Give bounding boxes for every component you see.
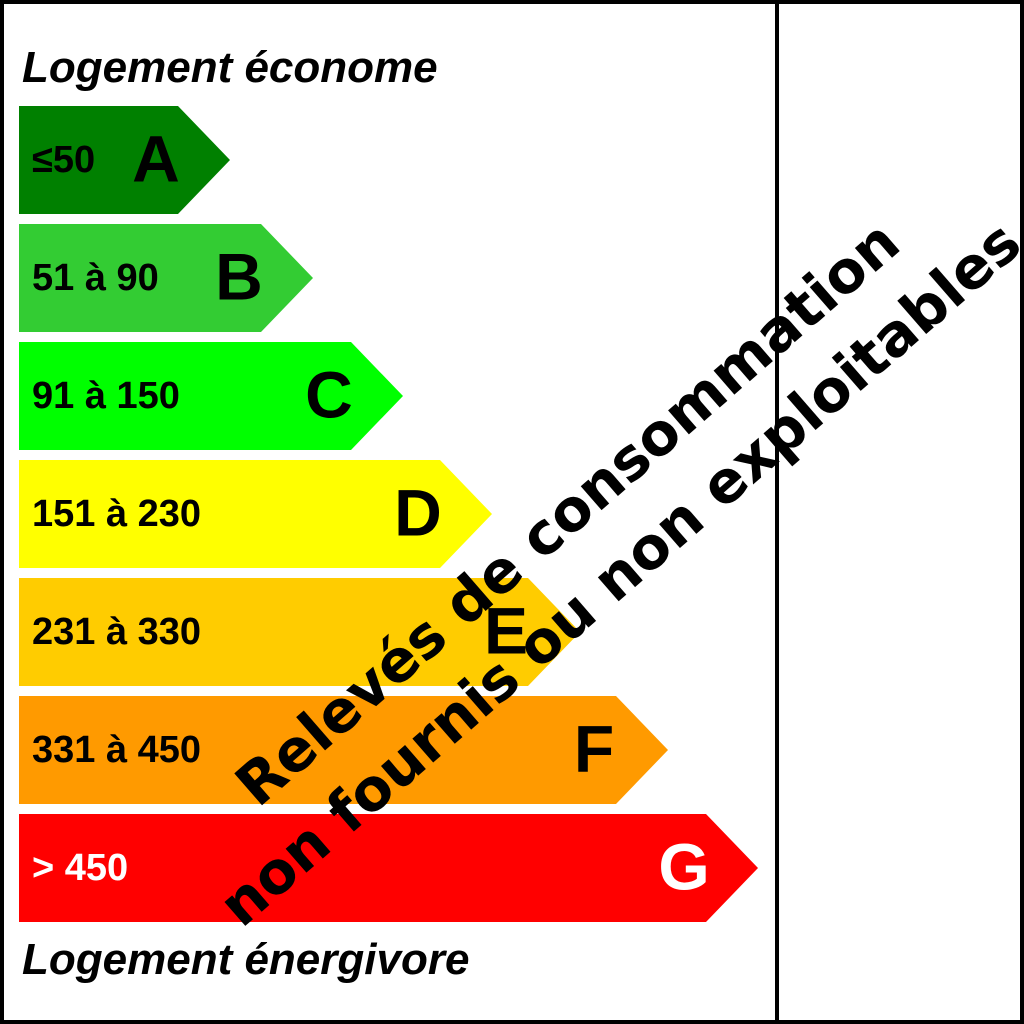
class-bar (19, 814, 758, 922)
class-range: 231 à 330 (32, 611, 201, 653)
class-letter: D (394, 475, 442, 549)
class-letter: A (132, 121, 180, 195)
class-range: ≤50 (32, 139, 95, 181)
class-bar (19, 106, 230, 214)
class-bar (19, 696, 668, 804)
class-range: > 450 (32, 847, 128, 889)
class-letter: F (574, 711, 614, 785)
bars: ≤50 A 51 à 90 B 91 à 150 C 151 à 230 D 231 à 330… (19, 106, 758, 922)
class-bar (19, 224, 313, 332)
class-letter: C (305, 357, 353, 431)
class-range: 51 à 90 (32, 257, 159, 299)
footer-title: Logement énergivore (22, 935, 469, 984)
class-range: 151 à 230 (32, 493, 201, 535)
class-letter: B (215, 239, 263, 313)
header-title: Logement économe (22, 43, 438, 92)
class-letter: E (484, 593, 528, 667)
class-bar (19, 460, 492, 568)
class-bar (19, 578, 580, 686)
class-letter: G (658, 829, 709, 903)
class-range: 91 à 150 (32, 375, 180, 417)
class-range: 331 à 450 (32, 729, 201, 771)
class-bar (19, 342, 403, 450)
